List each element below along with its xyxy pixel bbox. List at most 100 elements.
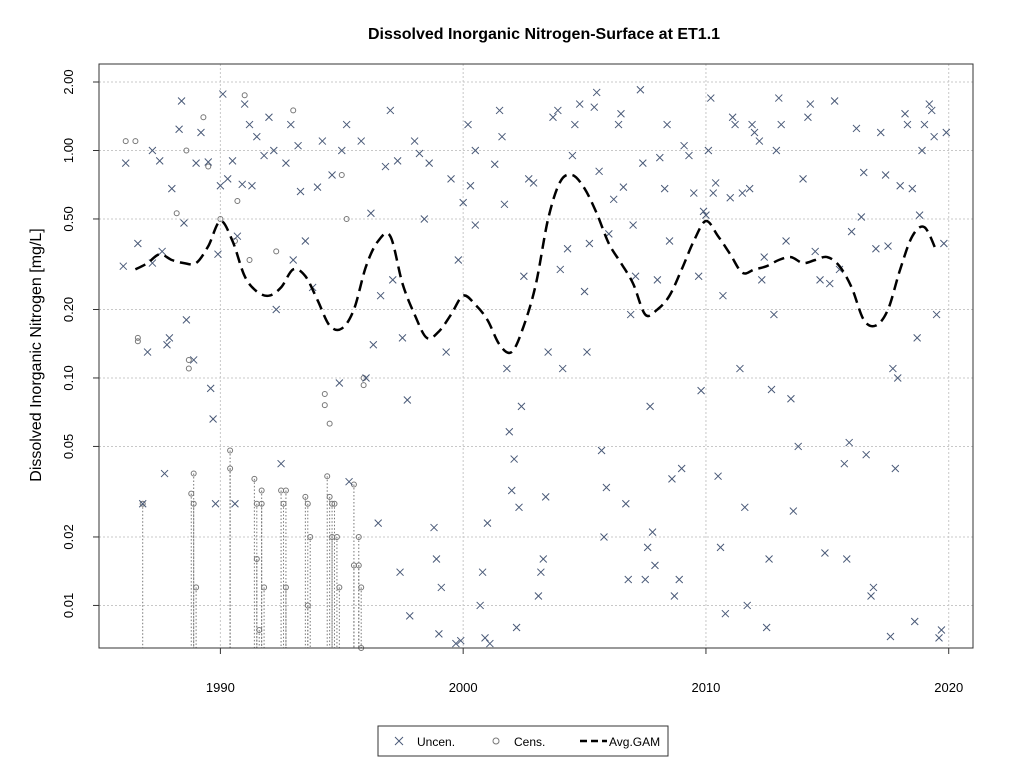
uncensored-point [498, 132, 506, 141]
censored-point [227, 447, 234, 454]
uncensored-point [534, 592, 543, 600]
uncensored-point [143, 348, 152, 356]
uncensored-point [260, 151, 268, 160]
censored-point [307, 533, 314, 540]
uncensored-point-stroke [318, 137, 327, 145]
uncensored-point [374, 519, 383, 528]
uncensored-point [765, 555, 773, 563]
censored-point [358, 584, 365, 591]
uncensored-point-stroke [932, 310, 941, 319]
uncensored-point [881, 171, 890, 179]
uncensored-point-stroke [677, 464, 686, 473]
uncensored-point [167, 184, 176, 193]
y-tick-label: 0.01 [61, 593, 76, 618]
legend-label-gam: Avg.GAM [609, 735, 660, 749]
uncensored-point-stroke [665, 237, 674, 245]
uncensored-point [646, 402, 654, 411]
uncensored-point [600, 533, 608, 541]
uncensored-point [206, 384, 215, 393]
y-tick-label: 0.02 [61, 524, 76, 549]
legend-box [377, 725, 669, 757]
uncensored-point [570, 120, 579, 129]
uncensored-point [282, 159, 290, 167]
y-tick-label: 1.00 [61, 138, 76, 163]
uncensored-point-stroke [901, 109, 909, 118]
uncensored-point-stroke [148, 146, 157, 155]
uncensored-point [655, 153, 664, 162]
uncensored-point [799, 175, 807, 183]
uncensored-point-stroke [847, 227, 856, 236]
uncensored-point-stroke [245, 120, 254, 129]
uncensored-point-stroke [301, 237, 310, 245]
uncensored-point [388, 275, 397, 284]
uncensored-point [553, 106, 562, 115]
uncensored-point [721, 609, 730, 618]
uncensored-point [160, 469, 169, 478]
uncensored-point-stroke [396, 568, 404, 577]
uncensored-point-stroke [507, 486, 516, 495]
uncensored-point-stroke [694, 272, 703, 281]
uncensored-point [556, 265, 565, 274]
uncensored-point [760, 253, 769, 261]
uncensored-point-stroke [619, 183, 628, 192]
uncensored-point-stroke [252, 132, 261, 141]
uncensored-point-stroke [541, 493, 550, 501]
censored-point [321, 391, 328, 398]
uncensored-point-stroke [240, 100, 249, 108]
uncensored-point [396, 568, 404, 577]
uncensored-point-stroke [886, 632, 895, 641]
uncensored-point [568, 151, 577, 160]
censored-point [188, 490, 195, 497]
censored-point [336, 584, 343, 591]
uncensored-point-stroke [896, 181, 905, 190]
uncensored-point-stroke [556, 265, 565, 274]
uncensored-point [175, 125, 183, 134]
uncensored-point-stroke [437, 583, 446, 592]
censored-point [331, 500, 338, 507]
uncensored-point-stroke [328, 171, 336, 179]
uncensored-point-stroke [520, 272, 528, 281]
uncensored-point-stroke [512, 623, 521, 632]
uncensored-point-stroke [774, 94, 783, 102]
uncensored-point-stroke [376, 291, 385, 300]
uncensored-point [845, 438, 854, 447]
uncensored-point [454, 256, 463, 264]
uncensored-point-stroke [787, 394, 795, 403]
uncensored-point-stroke [138, 499, 147, 508]
uncensored-point-stroke [653, 275, 662, 284]
uncensored-point [668, 475, 676, 483]
uncensored-point-stroke [876, 128, 885, 137]
uncensored-point-stroke [189, 356, 198, 364]
uncensored-point [252, 132, 261, 141]
uncensored-point [410, 137, 419, 145]
uncensored-point [437, 583, 446, 592]
uncensored-point-stroke [405, 611, 414, 620]
uncensored-point [459, 198, 468, 207]
uncensored-point-stroke [629, 221, 637, 229]
uncensored-point [403, 396, 412, 404]
uncensored-point [745, 184, 754, 193]
uncensored-point-stroke [765, 555, 773, 563]
uncensored-point [794, 442, 803, 451]
uncensored-point-stroke [840, 459, 849, 468]
uncensored-point-stroke [641, 575, 650, 584]
uncensored-point-stroke [430, 523, 438, 532]
uncensored-point [743, 601, 752, 610]
uncensored-point-stroke [825, 279, 834, 288]
uncensored-point [903, 120, 912, 129]
uncensored-point-stroke [500, 200, 509, 209]
uncensored-point [362, 374, 370, 382]
uncensored-point [580, 287, 589, 296]
y-axis-label: Dissolved Inorganic Nitrogen [mg/L] [28, 228, 45, 481]
uncensored-point [265, 113, 273, 122]
uncensored-point [452, 639, 460, 648]
uncensored-point-stroke [374, 519, 383, 528]
uncensored-point [240, 100, 249, 108]
uncensored-point-stroke [699, 207, 708, 216]
uncensored-point-stroke [517, 402, 526, 411]
uncensored-point-stroke [510, 455, 519, 463]
censored-point [355, 533, 362, 540]
uncensored-point [908, 184, 917, 193]
uncensored-point-stroke [794, 442, 803, 451]
uncensored-point-stroke [570, 120, 579, 129]
